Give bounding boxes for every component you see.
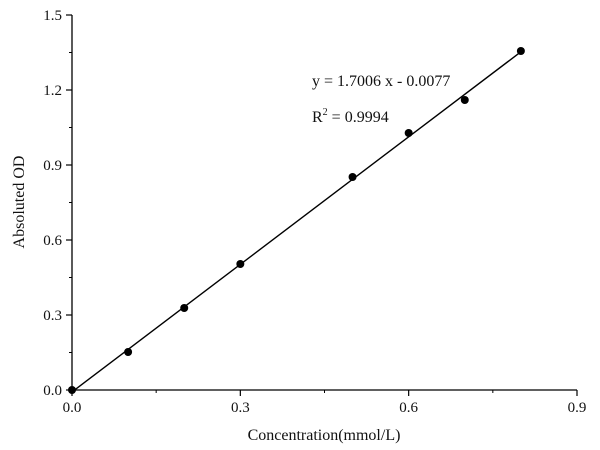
axes: 0.0 0.3 0.6 0.9 1.2 1.5 0.0 0.3 0.6 0.9 [43,8,586,416]
x-axis-title: Concentration(mmol/L) [248,427,401,444]
r-squared-symbol: R [312,109,323,126]
y-axis-title: Absoluted OD [11,156,28,249]
data-point [348,173,357,181]
data-point [516,47,525,55]
y-tick-label: 1.5 [43,8,62,24]
y-tick-label: 1.2 [43,83,62,99]
y-tick-label: 0.3 [43,308,62,324]
data-point [236,260,245,268]
x-tick-label: 0.9 [568,400,587,416]
fit-line [74,51,522,391]
r-squared-label: R2 = 0.9994 [312,107,389,126]
data-point [404,129,413,137]
data-point [124,348,133,356]
y-tick-label: 0.9 [43,158,62,174]
x-tick-label: 0.3 [231,400,250,416]
r-squared-superscript: 2 [323,107,328,118]
data-point [460,96,469,104]
regression-line [74,51,522,391]
x-tick-label: 0.0 [63,400,82,416]
y-tick-label: 0.6 [43,233,62,249]
data-point [180,304,189,312]
r-squared-value: = 0.9994 [328,109,389,126]
regression-equation: y = 1.7006 x - 0.0077 [312,73,450,90]
x-tick-label: 0.6 [399,400,418,416]
y-tick-label: 0.0 [43,383,62,399]
data-points [68,47,525,394]
data-point [68,386,76,394]
